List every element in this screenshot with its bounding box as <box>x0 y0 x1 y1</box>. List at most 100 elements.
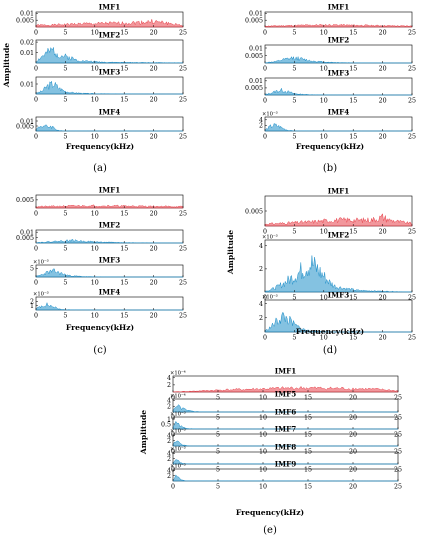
y-exponent-label: ×10⁻⁴ <box>170 394 186 400</box>
y-axis-label: Amplitude <box>226 230 235 275</box>
y-tick-label: 0.01 <box>20 118 34 125</box>
x-tick-label: 15 <box>120 66 128 73</box>
x-tick-label: 20 <box>150 313 158 320</box>
series-title: IMF4 <box>99 108 120 117</box>
x-tick-label: 10 <box>259 484 267 491</box>
x-tick-label: 15 <box>120 280 128 287</box>
series-trace-imf8 <box>172 459 398 465</box>
x-tick-label: 5 <box>63 66 67 73</box>
series-title: IMF8 <box>275 443 296 452</box>
y-tick-label: 0.005 <box>16 123 34 130</box>
x-tick-label: 5 <box>292 335 296 342</box>
x-tick-label: 0 <box>171 484 175 491</box>
x-tick-label: 15 <box>349 66 357 73</box>
y-tick-label: 2 <box>167 438 171 445</box>
x-tick-label: 20 <box>349 395 357 402</box>
x-tick-label: 20 <box>150 30 158 37</box>
x-tick-label: 10 <box>320 30 328 37</box>
x-axis-label: Frequency(kHz) <box>236 508 304 517</box>
x-tick-label: 0 <box>263 30 267 37</box>
series-title: IMF7 <box>275 425 296 434</box>
y-tick-label: 2 <box>259 123 263 130</box>
y-tick-label: 0.005 <box>245 17 263 24</box>
y-exponent-label: ×10⁻³ <box>170 464 186 470</box>
x-tick-label: 0 <box>34 134 38 141</box>
panel-caption: (a) <box>93 163 107 174</box>
y-tick-label: 2 <box>167 404 171 411</box>
y-exponent-label: ×10⁻³ <box>170 447 186 453</box>
y-axis-label: Amplitude <box>139 410 148 455</box>
x-tick-label: 20 <box>379 98 387 105</box>
x-tick-label: 20 <box>379 66 387 73</box>
series-title: IMF1 <box>328 187 349 196</box>
y-tick-label: 0.01 <box>249 45 263 52</box>
x-tick-label: 15 <box>349 98 357 105</box>
y-tick-label: 1 <box>30 303 34 310</box>
x-tick-label: 15 <box>120 313 128 320</box>
series-trace-imf3 <box>264 87 412 96</box>
y-tick-label: 2 <box>167 473 171 480</box>
series-trace-imf1 <box>264 213 413 227</box>
x-tick-label: 5 <box>63 134 67 141</box>
x-axis-label: Frequency(kHz) <box>296 327 364 336</box>
y-tick-label: 0.005 <box>16 17 34 24</box>
series-trace-imf6 <box>172 420 398 430</box>
x-tick-label: 10 <box>320 98 328 105</box>
x-tick-label: 5 <box>63 211 67 218</box>
series-title: IMF2 <box>99 221 120 230</box>
series-trace-imf5 <box>172 404 398 413</box>
series-trace-imf7 <box>172 440 398 447</box>
x-tick-label: 10 <box>91 134 99 141</box>
y-exponent-label: ×10⁻³ <box>33 260 49 266</box>
x-tick-label: 5 <box>292 30 296 37</box>
x-tick-label: 15 <box>304 395 312 402</box>
x-tick-label: 25 <box>394 395 402 402</box>
x-tick-label: 10 <box>259 395 267 402</box>
series-title: IMF3 <box>99 256 120 265</box>
x-tick-label: 15 <box>304 467 312 474</box>
x-tick-label: 5 <box>63 280 67 287</box>
x-tick-label: 10 <box>91 313 99 320</box>
x-tick-label: 10 <box>91 280 99 287</box>
series-trace-imf3 <box>35 80 183 95</box>
x-tick-label: 25 <box>179 134 187 141</box>
x-tick-label: 5 <box>216 484 220 491</box>
x-tick-label: 15 <box>120 97 128 104</box>
y-tick-label: 0.005 <box>245 85 263 92</box>
x-tick-label: 20 <box>379 335 387 342</box>
x-tick-label: 10 <box>259 467 267 474</box>
x-tick-label: 20 <box>379 30 387 37</box>
y-tick-label: 4 <box>167 398 171 405</box>
series-trace-imf4 <box>35 124 183 132</box>
plot-frame <box>35 116 184 132</box>
y-tick-label: 0.01 <box>249 11 263 18</box>
y-tick-label: 5 <box>30 266 34 273</box>
x-tick-label: 5 <box>216 467 220 474</box>
x-tick-label: 15 <box>120 211 128 218</box>
x-tick-label: 25 <box>179 313 187 320</box>
y-tick-label: 4 <box>259 117 263 124</box>
x-tick-label: 20 <box>379 295 387 302</box>
x-tick-label: 20 <box>150 66 158 73</box>
x-tick-label: 10 <box>91 30 99 37</box>
x-tick-label: 20 <box>150 211 158 218</box>
series-title: IMF1 <box>99 186 120 195</box>
y-tick-label: 2 <box>259 315 263 322</box>
x-tick-label: 20 <box>150 134 158 141</box>
x-tick-label: 5 <box>63 30 67 37</box>
x-tick-label: 25 <box>179 66 187 73</box>
x-tick-label: 10 <box>91 246 99 253</box>
x-tick-label: 5 <box>63 97 67 104</box>
x-tick-label: 10 <box>320 229 328 236</box>
x-tick-label: 15 <box>120 134 128 141</box>
x-tick-label: 10 <box>320 295 328 302</box>
y-tick-label: 0.005 <box>16 197 34 204</box>
x-tick-label: 15 <box>304 415 312 422</box>
y-exponent-label: ×10⁻³ <box>262 295 278 301</box>
x-tick-label: 5 <box>292 66 296 73</box>
plot-frame <box>264 11 413 28</box>
plot-frame <box>35 296 184 311</box>
